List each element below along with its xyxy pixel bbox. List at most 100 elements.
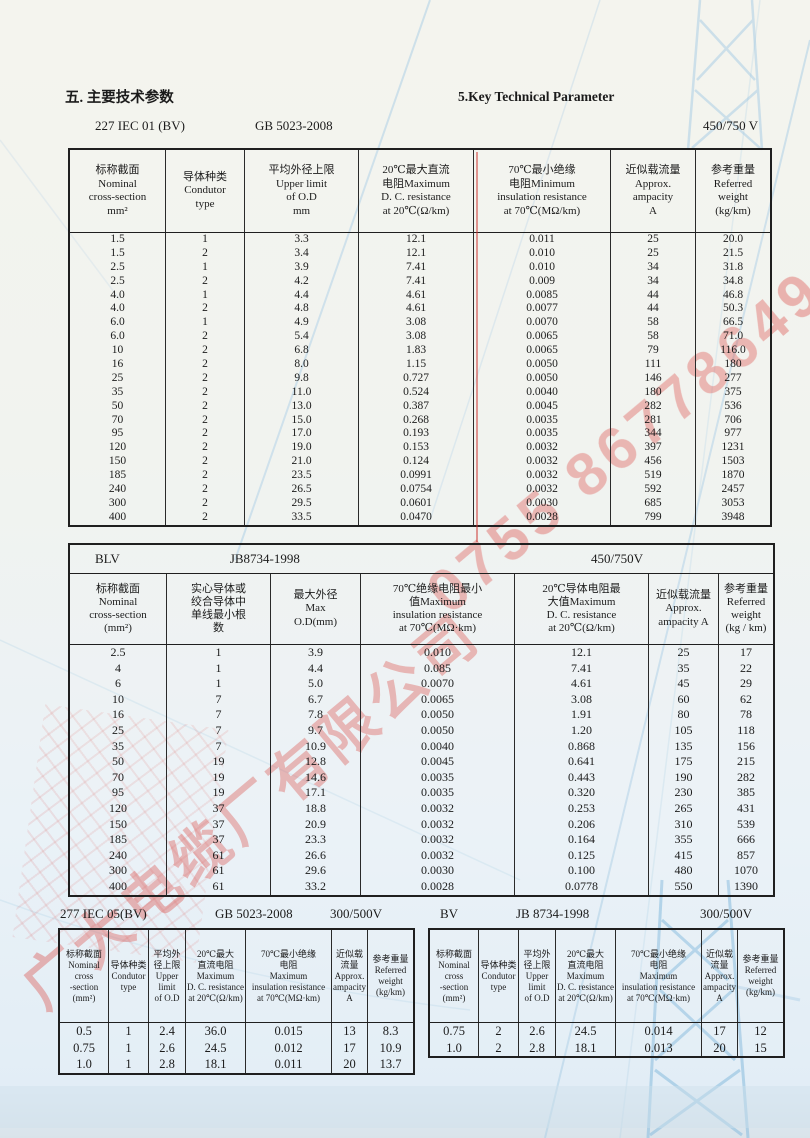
table-cell: 17 [332,1039,368,1056]
table-cell: 355 [649,832,719,848]
table-cell: 7 [167,738,271,755]
table-cell: 277 [724,371,742,384]
table-cell: 0.011 [474,233,611,247]
column-header: 标称截面 Nominal cross-section mm² [70,150,166,232]
table1-standard: GB 5023-2008 [255,118,333,133]
table-cell: 50.3 [722,302,744,315]
table-cell: 25 [70,722,167,739]
table-cell: 0.0045 [474,399,611,414]
table-cell: 4.0 [70,288,166,303]
table-cell: 150 [70,455,166,470]
table-body: 0.75 2 2.6 24.5 0.014 17 12 1.0 2 2.8 18.1 0.013 20 1… [430,1023,783,1056]
table-cell: 31.8 [722,260,744,273]
table-cell: 1 [167,660,271,677]
table-cell: 0.193 [359,427,474,442]
table-cell: 150 [70,816,167,833]
table-cell: 20 [702,1039,738,1056]
table-cell: 26.5 [245,483,359,497]
table-cell: 0.0028 [474,510,611,525]
table-cell: 19 [167,785,271,801]
table-cell: 17 [740,645,752,659]
table-cell: 0.0991 [359,469,474,484]
table-header-row: 标称截面 Nominal cross-section mm² 导体种类 Condutor t… [70,150,770,233]
table-cell: 0.014 [616,1023,702,1040]
table-cell: 22 [740,660,752,675]
table-cell: 6 [70,676,167,692]
table-cell: 2 [166,358,245,372]
table-cell: 34 [611,260,696,275]
table-cell: 2.5 [70,260,166,275]
table-cell: 111 [611,358,696,372]
table-cell: 0.0035 [474,413,611,428]
table-cell: 0.0032 [474,483,611,497]
table-cell: 3.3 [245,233,359,247]
table-cell: 44 [611,288,696,303]
column-header: 平均外径上限 Upper limit of O.D mm [245,150,359,232]
table-cell: 265 [649,800,719,817]
table-header-row: 标称截面 Nominal cross -section (mm²) 导体种类 Conduto… [430,930,783,1023]
table-cell: 2 [166,510,245,525]
table-cell: 29.5 [245,496,359,511]
table-cell: 29 [740,676,752,691]
table-cell: 240 [70,847,167,864]
column-header: 70℃最小绝缘 电阻 Maximum insulation resistance at … [246,930,332,1022]
table-cell: 0.320 [515,785,649,801]
table-cell: 1.20 [515,722,649,739]
table-cell: 16 [70,707,167,723]
table-cell: 1503 [721,455,745,468]
table-cell: 4.8 [245,302,359,317]
column-header: 最大外径 Max O.D(mm) [271,574,361,644]
table-cell: 0.0035 [474,427,611,442]
table-cell: 0.0050 [361,722,515,739]
table-cell: 519 [611,469,696,484]
table-cell: 1390 [734,878,758,893]
table-cell: 1.0 [430,1039,479,1056]
table-cell: 44 [611,302,696,317]
table-cell: 1.91 [515,707,649,723]
table-cell: 12.1 [515,645,649,661]
table-cell: 2.8 [149,1056,186,1073]
table-cell: 95 [70,427,166,442]
table-cell: 1 [166,288,245,303]
table-cell: 0.0070 [474,316,611,331]
table-cell: 21.5 [722,246,744,259]
table-cell: 70 [70,769,167,786]
table-cell: 19 [167,769,271,786]
table-cell: 0.012 [246,1039,332,1056]
table-cell: 2 [166,246,245,261]
table-cell: 0.085 [361,660,515,677]
table-cell: 12.1 [359,233,474,247]
table-cell: 2 [166,441,245,456]
table-cell: 0.015 [246,1023,332,1040]
column-header: 参考重量 Referred weight (kg/km) [711,164,755,217]
column-header: 20℃导体电阻最 大值Maximum D. C. resistance at 20℃(… [515,574,649,644]
table-cell: 281 [611,413,696,428]
table-cell: 0.524 [359,385,474,400]
table-cell: 66.5 [722,316,744,329]
table-cell: 46.8 [722,288,744,301]
column-header: 平均外 径上限 Upper limit of O.D [519,930,556,1022]
table-cell: 0.0050 [361,707,515,723]
table-cell: 146 [611,371,696,386]
table-cell: 33.5 [245,510,359,525]
table-cell: 1 [109,1056,149,1073]
table-cell: 35 [70,385,166,400]
table-cell: 0.0085 [474,288,611,303]
table1-voltage: 450/750 V [703,118,759,133]
table-cell: 21.0 [245,455,359,470]
table-cell: 397 [611,441,696,456]
table-cell: 1 [166,233,245,247]
table-cell: 185 [70,469,166,484]
table-cell: 36.0 [186,1023,246,1040]
table-cell: 80 [649,707,719,723]
table-cell: 3.08 [515,691,649,708]
table-bv-300-500-jb: 标称截面 Nominal cross -section (mm²) 导体种类 Conduto… [428,928,785,1058]
table-cell: 79 [611,344,696,359]
table-cell: 2 [479,1023,519,1040]
table-cell: 550 [649,878,719,895]
table-cell: 2457 [721,483,745,496]
